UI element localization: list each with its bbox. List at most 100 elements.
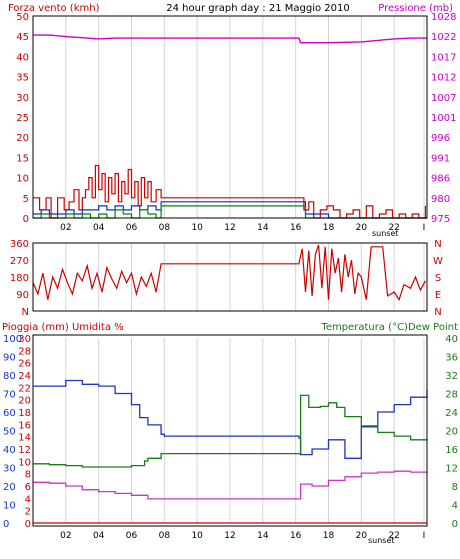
temp-x-tick-label: 02 (60, 531, 71, 541)
temperature-tick-label: 4 (452, 501, 458, 512)
temp-panel-x-ticks: 02 04 06 08 10 12 14 16 18 20 22 I (60, 531, 425, 541)
wind-axis-title: Forza vento (kmh) (8, 3, 100, 14)
wind-panel-x-ticks: 02 04 06 08 10 12 14 16 18 20 22 I (60, 223, 425, 233)
wind-tick-label: 0 (23, 214, 29, 225)
wind-tick-label: 30 (16, 93, 29, 104)
temp-x-tick-label: 22 (388, 531, 399, 541)
wind-x-tick-label: 06 (126, 223, 138, 233)
wind-tick-label: 20 (16, 133, 29, 144)
wind-tick-label: 15 (16, 153, 29, 164)
sunset-label-bottom: sunset (368, 536, 395, 545)
rain-humidity-axis-title: Pioggia (mm) Umidita % (2, 322, 124, 333)
wind-x-tick-label: 10 (191, 223, 203, 233)
pressure-tick-label: 975 (431, 214, 450, 225)
pressure-tick-label: 980 (431, 194, 450, 205)
wind-x-tick-label: 12 (224, 223, 235, 233)
humidity-tick-label: 30 (3, 464, 16, 475)
wind-tick-label: 35 (16, 73, 29, 84)
direction-degree-ticks: N 90 180 270 360 (10, 239, 29, 318)
temperature-line (33, 394, 428, 468)
temperature-axis-ticks: 0 4 8 12 16 20 24 28 32 36 40 (445, 334, 458, 530)
pressure-tick-label: 991 (431, 153, 450, 164)
temperature-tick-label: 12 (445, 464, 458, 475)
rain-tick-label: 16 (18, 420, 31, 431)
wind-x-tick-label: 16 (290, 223, 302, 233)
rain-tick-label: 18 (18, 408, 31, 419)
pressure-axis-ticks: 1028 1022 1017 1012 1007 1001 996 991 986 980 975 (431, 12, 456, 225)
humidity-tick-label: 50 (3, 427, 16, 438)
pressure-tick-label: 986 (431, 174, 450, 185)
humidity-tick-label: 0 (3, 519, 9, 530)
pressure-tick-label: 996 (431, 133, 450, 144)
wind-direction-line (32, 244, 426, 302)
temp-humidity-panel: Pioggia (mm) Umidita % Temperatura (°C)D… (2, 322, 458, 545)
wind-tick-label: 5 (23, 194, 29, 205)
rain-tick-label: 22 (18, 383, 31, 394)
sunset-label-top: sunset (372, 229, 399, 238)
direction-panel-series (32, 244, 426, 302)
wind-x-tick-label: 20 (356, 223, 368, 233)
wind-x-tick-label: 08 (159, 223, 171, 233)
pressure-tick-label: 1012 (431, 73, 456, 84)
temp-x-tick-label: 10 (191, 531, 203, 541)
temp-x-tick-label: 14 (257, 531, 269, 541)
rain-tick-label: 8 (25, 470, 31, 481)
temp-x-tick-label: 20 (356, 531, 368, 541)
rain-tick-label: 2 (25, 507, 31, 518)
rain-tick-label: 4 (25, 494, 31, 505)
rain-tick-label: 26 (18, 359, 31, 370)
rain-tick-label: 30 (18, 334, 31, 345)
wind-panel-grid (65, 16, 425, 218)
temperature-tick-label: 20 (445, 427, 458, 438)
wind_minimum-line (33, 205, 427, 219)
direction-degree-label: 360 (10, 239, 29, 250)
humidity-tick-label: 90 (3, 353, 16, 364)
temperature-tick-label: 28 (445, 390, 458, 401)
temperature-tick-label: 0 (452, 519, 458, 530)
rain-tick-label: 12 (18, 445, 31, 456)
direction-degree-label: 180 (10, 273, 29, 284)
wind-x-tick-label: 04 (93, 223, 105, 233)
direction-degree-label: 270 (10, 256, 29, 267)
temp-dew-axis-title: Temperatura (°C)Dew Point (320, 322, 458, 333)
wind-tick-label: 40 (16, 52, 29, 63)
temp-panel-grid (65, 338, 425, 523)
humidity-tick-label: 60 (3, 408, 16, 419)
temperature-tick-label: 24 (445, 408, 458, 419)
temp-panel-frame (32, 334, 428, 527)
rain-tick-label: 10 (18, 457, 31, 468)
rain-tick-label: 14 (18, 433, 31, 444)
humidity-axis-ticks: 0 10 20 30 40 50 60 70 80 90 100 (3, 334, 22, 530)
wind-tick-label: 45 (16, 32, 29, 43)
pressure-line (33, 34, 427, 44)
humidity-tick-label: 70 (3, 390, 16, 401)
rain-tick-label: 20 (18, 396, 31, 407)
humidity-tick-label: 100 (3, 334, 22, 345)
direction-compass-label: E (435, 290, 441, 301)
temp-x-tick-label: 04 (93, 531, 105, 541)
temp-panel-series (33, 379, 428, 524)
wind-x-tick-label: 02 (60, 223, 71, 233)
wind-pressure-panel: Forza vento (kmh) 24 hour graph day : 21… (8, 3, 456, 238)
wind-x-tick-label: I (423, 223, 426, 233)
humidity-tick-label: 20 (3, 482, 16, 493)
rain-tick-label: 0 (25, 519, 31, 530)
pressure-tick-label: 1001 (431, 113, 456, 124)
rain-tick-label: 24 (18, 371, 31, 382)
pressure-tick-label: 1022 (431, 32, 456, 43)
pressure-tick-label: 1017 (431, 52, 456, 63)
temperature-tick-label: 36 (445, 353, 458, 364)
temp-x-tick-label: I (423, 531, 426, 541)
wind-x-tick-label: 18 (323, 223, 335, 233)
rain-tick-label: 6 (25, 482, 31, 493)
wind-panel-frame (32, 15, 428, 219)
rain-tick-label: 28 (18, 346, 31, 357)
temp-x-tick-label: 12 (224, 531, 235, 541)
temperature-tick-label: 8 (452, 482, 458, 493)
temperature-tick-label: 32 (445, 371, 458, 382)
